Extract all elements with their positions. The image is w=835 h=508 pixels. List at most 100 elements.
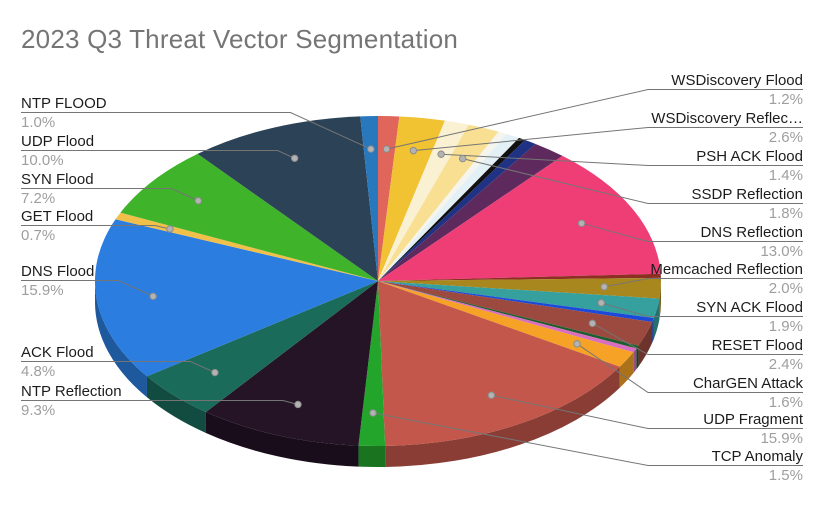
- slice-callout: SYN ACK Flood 1.9%: [696, 298, 803, 336]
- pie-slice-unlabeled[interactable]: [378, 143, 563, 281]
- leader-dot: [487, 391, 496, 399]
- leader-dot: [294, 400, 302, 409]
- leader-line: [604, 278, 803, 288]
- slice-label: DNS Flood: [21, 263, 95, 280]
- leader-line: [413, 127, 803, 152]
- pie-slice-dns-reflection[interactable]: [378, 155, 661, 281]
- pie-slice-unlabeled[interactable]: [378, 281, 637, 353]
- slice-percent: 1.5%: [768, 467, 803, 484]
- pie-slice-wall-tcp-anomaly: [358, 445, 386, 467]
- slice-label: SYN Flood: [21, 171, 94, 188]
- slice-callout: SSDP Reflection 1.8%: [692, 185, 803, 223]
- pie-slice-wall-reset-flood: [638, 322, 653, 367]
- pie-slice-ack-flood[interactable]: [146, 281, 378, 413]
- leader-line: [21, 225, 171, 230]
- pie-slice-unlabeled[interactable]: [378, 131, 507, 281]
- slice-callout: PSH ACK Flood 1.4%: [696, 147, 803, 185]
- slice-callout: GET Flood 0.7%: [21, 207, 93, 245]
- pie-slice-syn-ack-flood[interactable]: [378, 281, 660, 319]
- pie-slice-reset-flood[interactable]: [378, 281, 653, 346]
- leader-line: [441, 153, 803, 166]
- leader-line: [372, 412, 803, 466]
- pie-slice-wall-syn-ack-flood: [653, 298, 660, 340]
- leader-dot: [577, 219, 586, 228]
- slice-percent: 15.9%: [21, 282, 64, 299]
- pie-slice-ssdp-reflection[interactable]: [378, 124, 499, 281]
- slice-callout: SYN Flood 7.2%: [21, 170, 94, 208]
- leader-dot: [588, 319, 597, 328]
- slice-label: NTP Reflection: [21, 383, 122, 400]
- pie-slice-wsdiscovery-flood[interactable]: [378, 116, 400, 281]
- leader-dot: [367, 145, 375, 153]
- leader-dot: [290, 154, 299, 162]
- leader-line: [21, 400, 299, 405]
- slice-percent: 7.2%: [21, 190, 56, 207]
- slice-label: GET Flood: [21, 208, 94, 225]
- slice-percent: 10.0%: [21, 152, 64, 169]
- slice-percent: 13.0%: [760, 243, 803, 260]
- slice-callout: TCP Anomaly 1.5%: [712, 447, 803, 485]
- slice-label: ACK Flood: [21, 344, 94, 361]
- pie-slice-unlabeled[interactable]: [378, 140, 536, 281]
- pie-slice-psh-ack-flood[interactable]: [378, 120, 469, 282]
- leader-dot: [382, 145, 391, 153]
- chart-title: 2023 Q3 Threat Vector Segmentation: [21, 24, 459, 54]
- leader-line: [592, 322, 803, 355]
- leader-dot: [149, 292, 157, 301]
- slice-callout: NTP Reflection 9.3%: [21, 382, 122, 420]
- leader-dot: [458, 154, 467, 163]
- slice-percent: 2.6%: [768, 129, 803, 146]
- leader-dot: [211, 368, 219, 377]
- pie-slice-wall-chargen-attack: [619, 352, 634, 388]
- pie-slice-unlabeled[interactable]: [378, 281, 654, 323]
- pie-slice-unlabeled[interactable]: [378, 133, 519, 281]
- slice-callout: UDP Fragment 15.9%: [703, 410, 803, 448]
- pie-slice-unlabeled[interactable]: [378, 137, 526, 281]
- pie-slice-tcp-anomaly[interactable]: [358, 281, 386, 446]
- leader-line: [576, 343, 803, 393]
- slice-percent: 15.9%: [760, 430, 803, 447]
- slice-percent: 1.4%: [768, 167, 803, 184]
- pie-slice-unlabeled[interactable]: [378, 281, 639, 349]
- slice-callout: CharGEN Attack 1.6%: [693, 374, 803, 412]
- leader-dot: [409, 146, 418, 155]
- pie-slice-udp-fragment[interactable]: [378, 281, 620, 446]
- leader-dot: [194, 197, 202, 205]
- pie-slice-dns-flood[interactable]: [94, 219, 378, 377]
- slice-label: RESET Flood: [711, 337, 803, 354]
- pie-slice-wall-ntp-reflection: [205, 412, 359, 467]
- slice-label: DNS Reflection: [700, 224, 803, 241]
- pie-slice-wall: [636, 345, 639, 370]
- slice-label: CharGEN Attack: [692, 375, 803, 392]
- slice-label: SSDP Reflection: [691, 186, 803, 203]
- pie-slice-memcached-reflection[interactable]: [378, 277, 661, 299]
- leader-line: [601, 302, 803, 317]
- slice-label: NTP FLOOD: [21, 95, 107, 112]
- slice-label: TCP Anomaly: [711, 448, 803, 465]
- slice-callout: NTP FLOOD 1.0%: [21, 94, 107, 132]
- slice-percent: 1.2%: [768, 91, 803, 108]
- slice-percent: 1.0%: [21, 114, 56, 131]
- pie-slice-chargen-attack[interactable]: [378, 281, 634, 367]
- leader-line: [21, 188, 199, 202]
- pie-slice-wall-memcached-reflection: [659, 281, 661, 320]
- slice-percent: 2.4%: [768, 356, 803, 373]
- leader-line: [21, 280, 154, 297]
- pie-slice-ntp-reflection[interactable]: [205, 281, 378, 446]
- slice-percent: 1.8%: [768, 205, 803, 222]
- pie-slice-unlabeled[interactable]: [378, 273, 661, 281]
- leader-dot: [166, 225, 174, 233]
- leader-dot: [437, 150, 445, 158]
- leader-dot: [573, 340, 581, 348]
- pie-slice-ntp-flood[interactable]: [360, 116, 378, 281]
- leader-line: [21, 150, 295, 159]
- pie-slice-wall-udp-fragment: [385, 366, 620, 467]
- pie-slice-udp-flood[interactable]: [197, 116, 378, 281]
- pie-slice-wsdiscovery-reflec-[interactable]: [378, 116, 445, 281]
- slice-label: UDP Fragment: [703, 411, 803, 428]
- slice-percent: 0.7%: [21, 227, 56, 244]
- slice-label: Memcached Reflection: [650, 261, 803, 278]
- pie-slice-syn-flood[interactable]: [120, 153, 379, 281]
- pie-slice-get-flood[interactable]: [115, 212, 378, 281]
